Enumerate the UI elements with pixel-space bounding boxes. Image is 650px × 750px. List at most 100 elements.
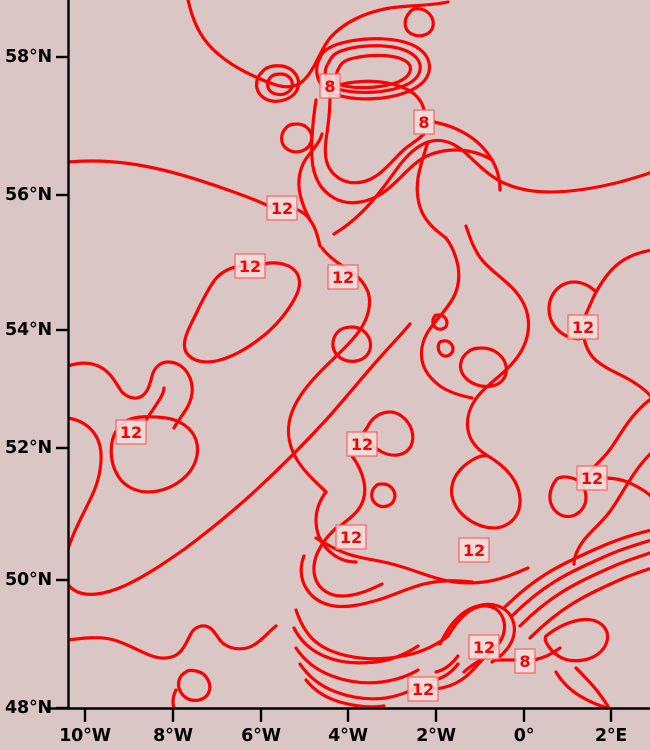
contour-label-text: 12 xyxy=(120,423,142,442)
y-axis-tick-label: 48°N xyxy=(5,698,52,718)
contour-label: 8 xyxy=(514,648,536,674)
contour-label-box xyxy=(458,537,490,563)
y-axis-tick-label: 52°N xyxy=(5,438,52,458)
contour-path xyxy=(294,646,420,685)
contour-path xyxy=(518,551,650,628)
contour-label: 12 xyxy=(576,465,608,491)
contour-label: 12 xyxy=(468,634,500,660)
y-axis-ticks xyxy=(56,55,68,710)
contour-label: 12 xyxy=(335,524,367,550)
x-axis-tick-label: 2°W xyxy=(416,726,456,746)
contour-path xyxy=(436,339,455,358)
contour-path xyxy=(314,490,358,564)
contour-path xyxy=(266,72,294,97)
contour-path xyxy=(332,138,650,236)
contour-label-text: 12 xyxy=(473,638,495,657)
contour-label: 12 xyxy=(346,431,378,457)
contour-path xyxy=(310,98,494,205)
plot-area-background xyxy=(68,0,650,708)
contour-path xyxy=(502,528,650,610)
contour-label-box xyxy=(514,648,536,674)
x-axis-tick-label: 8°W xyxy=(153,726,193,746)
contour-path xyxy=(554,670,610,708)
contour-path xyxy=(432,120,502,192)
contour-path xyxy=(464,224,531,458)
contour-path xyxy=(602,476,650,498)
contour-path xyxy=(68,360,194,430)
contour-path xyxy=(528,566,650,640)
contour-path xyxy=(582,248,650,398)
contour-label-text: 12 xyxy=(581,469,603,488)
contour-path xyxy=(314,536,530,585)
contour-path xyxy=(109,415,200,494)
contour-path xyxy=(548,475,588,519)
contour-label-box xyxy=(468,634,500,660)
contour-label: 12 xyxy=(458,537,490,563)
contour-label-text: 12 xyxy=(332,268,354,287)
contour-path xyxy=(431,313,449,331)
contour-label-box xyxy=(335,524,367,550)
contour-label-box xyxy=(319,73,341,99)
contour-label: 12 xyxy=(407,676,439,702)
y-axis-tick-label: 54°N xyxy=(5,320,52,340)
contour-path xyxy=(292,626,420,665)
contour-label: 12 xyxy=(234,253,266,279)
y-axis-tick-label: 58°N xyxy=(5,47,52,67)
contour-label-text: 12 xyxy=(351,435,373,454)
contour-path xyxy=(304,678,386,708)
x-axis-tick-label: 2°E xyxy=(594,726,628,746)
contour-label-text: 12 xyxy=(271,199,293,218)
contour-path xyxy=(68,322,412,596)
contour-label-text: 12 xyxy=(239,257,261,276)
y-axis-tick-label: 50°N xyxy=(5,570,52,590)
contour-label: 12 xyxy=(266,195,298,221)
contour-label: 12 xyxy=(567,314,599,340)
contour-label-box xyxy=(407,676,439,702)
x-axis-ticks xyxy=(83,709,613,722)
contour-path xyxy=(574,666,611,708)
contour-label-box xyxy=(576,465,608,491)
contour-path xyxy=(312,526,384,598)
contour-path xyxy=(336,454,367,530)
contour-label: 12 xyxy=(115,419,147,445)
contour-path xyxy=(415,140,448,240)
x-axis-tick-label: 0° xyxy=(513,726,535,746)
contour-label-box xyxy=(346,431,378,457)
contour-path xyxy=(144,386,166,422)
x-axis-tick-label: 10°W xyxy=(59,726,111,746)
contour-label-box xyxy=(234,253,266,279)
contour-label-box xyxy=(115,419,147,445)
contour-path xyxy=(299,554,474,609)
contour-path xyxy=(543,617,610,663)
contour-label: 12 xyxy=(327,264,359,290)
contour-path xyxy=(331,325,373,363)
contour-label: 8 xyxy=(319,73,341,99)
contour-label-text: 12 xyxy=(412,680,434,699)
contour-path xyxy=(68,624,278,660)
contour-path xyxy=(182,261,302,364)
contour-path xyxy=(449,454,522,530)
y-axis-tick-label: 56°N xyxy=(5,185,52,205)
contour-path xyxy=(298,662,418,701)
contour-path xyxy=(438,602,516,664)
contour-path xyxy=(572,451,650,566)
contour-path xyxy=(510,538,650,618)
contour-label-box xyxy=(327,264,359,290)
contour-path xyxy=(370,482,397,509)
contour-label: 8 xyxy=(413,109,435,135)
x-axis-tick-label: 4°W xyxy=(328,726,368,746)
contour-path xyxy=(360,410,415,457)
x-axis-tick-label: 6°W xyxy=(241,726,281,746)
contour-label-box xyxy=(266,195,298,221)
contour-label-text: 8 xyxy=(418,113,429,132)
contour-path xyxy=(186,0,450,89)
contour-path xyxy=(294,608,450,661)
contour-path xyxy=(255,64,301,103)
contour-label-text: 8 xyxy=(519,652,530,671)
contour-path xyxy=(297,132,324,222)
contour-label-text: 12 xyxy=(340,528,362,547)
contour-path xyxy=(171,688,178,708)
contour-label-text: 12 xyxy=(463,541,485,560)
contour-path xyxy=(419,236,474,400)
